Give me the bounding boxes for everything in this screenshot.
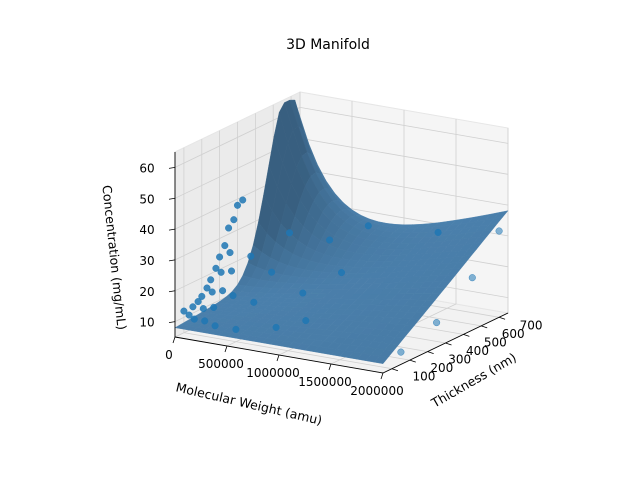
y-tick-mark bbox=[391, 368, 399, 372]
z-tick-mark bbox=[168, 290, 176, 293]
y-tick-label: 400 bbox=[466, 344, 489, 358]
surface-mesh bbox=[174, 99, 509, 364]
z-tick-label: 40 bbox=[139, 223, 154, 237]
y-tick-mark bbox=[498, 316, 506, 320]
scatter-point bbox=[219, 287, 227, 295]
x-tick-label: 2000000 bbox=[350, 384, 403, 398]
scatter-point bbox=[211, 322, 219, 330]
scatter-point bbox=[495, 227, 503, 235]
z-tick-label: 20 bbox=[139, 285, 154, 299]
scatter-point bbox=[226, 249, 234, 257]
scatter-point bbox=[225, 224, 233, 232]
scatter-point bbox=[190, 315, 198, 323]
scatter-point bbox=[229, 292, 237, 300]
scatter-point bbox=[227, 267, 236, 275]
x-tick-mark bbox=[380, 372, 384, 380]
grid-line-y bbox=[183, 147, 392, 370]
scatter-points-front bbox=[180, 196, 442, 333]
grid-line-z bbox=[174, 106, 509, 168]
scatter-point bbox=[434, 228, 442, 236]
scatter-point bbox=[232, 325, 240, 333]
scatter-point bbox=[397, 348, 405, 356]
x-tick-label: 500000 bbox=[198, 357, 244, 371]
z-tick-mark bbox=[168, 259, 176, 262]
scatter-point bbox=[201, 317, 209, 325]
scatter-point bbox=[302, 317, 310, 325]
y-tick-label: 100 bbox=[412, 370, 435, 384]
scatter-point bbox=[268, 268, 276, 276]
scatter-point bbox=[189, 303, 197, 311]
scatter-point bbox=[364, 222, 372, 230]
y-tick-mark bbox=[427, 351, 434, 354]
scatter-point bbox=[239, 196, 247, 204]
scatter-point bbox=[230, 216, 238, 224]
z-tick-label: 50 bbox=[139, 192, 154, 206]
scatter-point bbox=[194, 298, 202, 306]
scatter-point bbox=[216, 253, 224, 261]
scatter-point bbox=[233, 201, 242, 209]
scatter-point bbox=[221, 242, 229, 250]
x-tick-mark bbox=[172, 336, 176, 344]
y-tick-label: 700 bbox=[520, 318, 543, 332]
x-tick-mark bbox=[224, 345, 228, 353]
scatter-point bbox=[199, 305, 207, 313]
scatter-point bbox=[210, 303, 218, 311]
y-tick-label: 600 bbox=[502, 327, 525, 341]
y-tick-mark bbox=[481, 325, 488, 329]
scatter-point bbox=[326, 236, 334, 244]
scatter-point bbox=[468, 274, 476, 282]
x-tick-label: 1500000 bbox=[298, 375, 351, 389]
y-tick-label: 500 bbox=[484, 335, 507, 349]
scatter-point bbox=[285, 229, 294, 237]
z-tick-mark bbox=[168, 197, 176, 200]
scatter-point bbox=[208, 288, 216, 296]
x-tick-mark bbox=[328, 363, 332, 371]
scatter-point bbox=[212, 264, 220, 272]
z-tick-mark bbox=[168, 321, 176, 323]
scatter-point bbox=[272, 323, 280, 331]
y-tick-mark bbox=[409, 359, 416, 363]
scatter-point bbox=[207, 276, 215, 284]
z-tick-label: 30 bbox=[139, 254, 154, 268]
x-tick-mark bbox=[276, 354, 280, 362]
chart-title: 3D Manifold bbox=[286, 37, 370, 53]
scatter-point bbox=[198, 292, 206, 300]
y-tick-mark bbox=[445, 342, 452, 346]
scatter-point bbox=[299, 289, 307, 297]
z-tick-label: 10 bbox=[139, 316, 154, 330]
x-tick-label: 1000000 bbox=[246, 366, 299, 380]
z-tick-mark bbox=[168, 228, 176, 231]
y-tick-mark bbox=[463, 334, 470, 337]
surface-facet bbox=[373, 355, 389, 364]
z-tick-mark bbox=[168, 167, 176, 169]
scatter-point bbox=[217, 268, 225, 276]
x-tick-label: 0 bbox=[165, 348, 173, 362]
y-tick-label: 300 bbox=[448, 353, 471, 367]
z-tick-label: 60 bbox=[139, 161, 154, 175]
scatter-point bbox=[433, 319, 441, 327]
scatter-point bbox=[180, 307, 188, 315]
scatter-point bbox=[250, 298, 258, 306]
scatter-point bbox=[185, 311, 193, 319]
scatter-point bbox=[337, 269, 346, 277]
scatter-point bbox=[203, 284, 211, 292]
y-tick-label: 200 bbox=[430, 361, 453, 375]
scatter-point bbox=[247, 252, 255, 260]
